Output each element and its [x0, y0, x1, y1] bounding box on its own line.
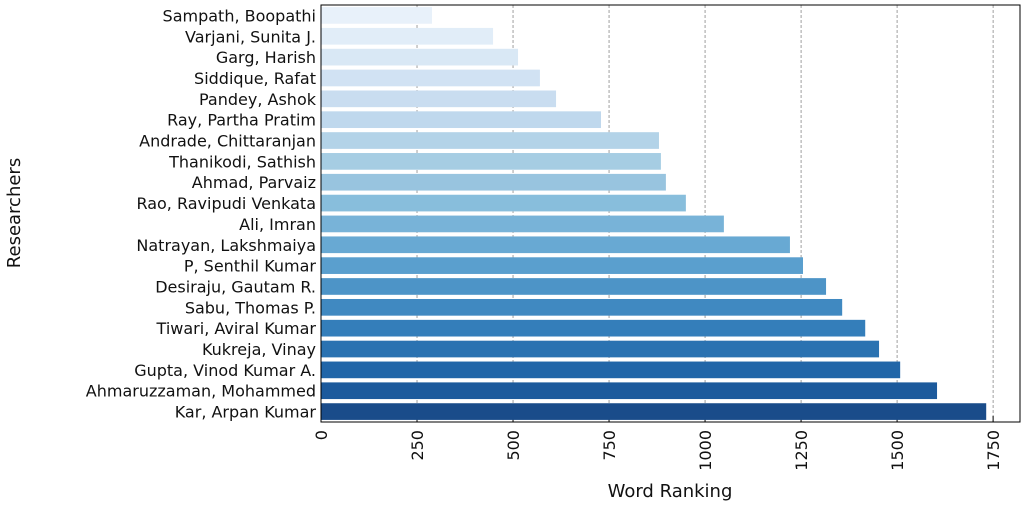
bar: [321, 90, 557, 108]
y-tick-label: Natrayan, Lakshmaiya: [136, 236, 316, 255]
bar: [321, 361, 901, 379]
bar: [321, 111, 601, 129]
y-tick-label: Sampath, Boopathi: [163, 6, 316, 25]
bar: [321, 173, 666, 191]
y-tick-label: Desiraju, Gautam R.: [155, 277, 316, 296]
bar: [321, 403, 987, 420]
y-tick-label: Ahmad, Parvaiz: [192, 173, 316, 192]
y-tick-label: Pandey, Ashok: [199, 90, 317, 109]
bar: [321, 27, 494, 45]
bar: [321, 69, 540, 87]
y-tick-label: Andrade, Chittaranjan: [139, 132, 316, 151]
x-tick-label: 1750: [984, 430, 1003, 471]
bar: [321, 7, 432, 24]
y-tick-label: Sabu, Thomas P.: [185, 298, 316, 317]
y-tick-label: Varjani, Sunita J.: [185, 27, 316, 46]
x-tick-label: 1250: [792, 430, 811, 471]
y-tick-label: Ray, Partha Pratim: [167, 111, 316, 130]
bar: [321, 215, 724, 233]
bar: [321, 340, 880, 358]
x-tick-label: 250: [408, 430, 427, 461]
y-tick-label: Siddique, Rafat: [194, 69, 316, 88]
y-axis-label: Researchers: [4, 158, 25, 268]
bar: [321, 319, 866, 337]
bar: [321, 132, 659, 149]
x-tick-label: 500: [504, 430, 523, 461]
x-tick-label: 1000: [696, 430, 715, 471]
y-tick-label: Ahmaruzzaman, Mohammed: [86, 382, 316, 401]
x-tick-label: 1500: [888, 430, 907, 471]
bar: [321, 48, 519, 66]
x-axis-label: Word Ranking: [608, 481, 733, 502]
y-tick-label: Kukreja, Vinay: [202, 340, 316, 359]
bar: [321, 194, 686, 212]
bar: [321, 236, 790, 254]
y-tick-label: Rao, Ravipudi Venkata: [136, 194, 316, 213]
y-tick-label: Thanikodi, Sathish: [168, 152, 316, 171]
bar: [321, 382, 938, 400]
bar: [321, 257, 804, 274]
y-tick-label: Gupta, Vinod Kumar A.: [134, 361, 316, 380]
bar: [321, 278, 827, 295]
plot-frame: [320, 4, 1021, 423]
y-tick-label: Garg, Harish: [216, 48, 316, 67]
bar: [321, 153, 661, 170]
y-tick-label: P, Senthil Kumar: [184, 257, 317, 276]
y-tick-label: Kar, Arpan Kumar: [175, 403, 317, 422]
y-tick-label: Tiwari, Aviral Kumar: [156, 319, 317, 338]
x-tick-label: 750: [600, 430, 619, 461]
x-tick-label: 0: [312, 430, 331, 440]
y-tick-label: Ali, Imran: [239, 215, 316, 234]
bar: [321, 298, 843, 316]
